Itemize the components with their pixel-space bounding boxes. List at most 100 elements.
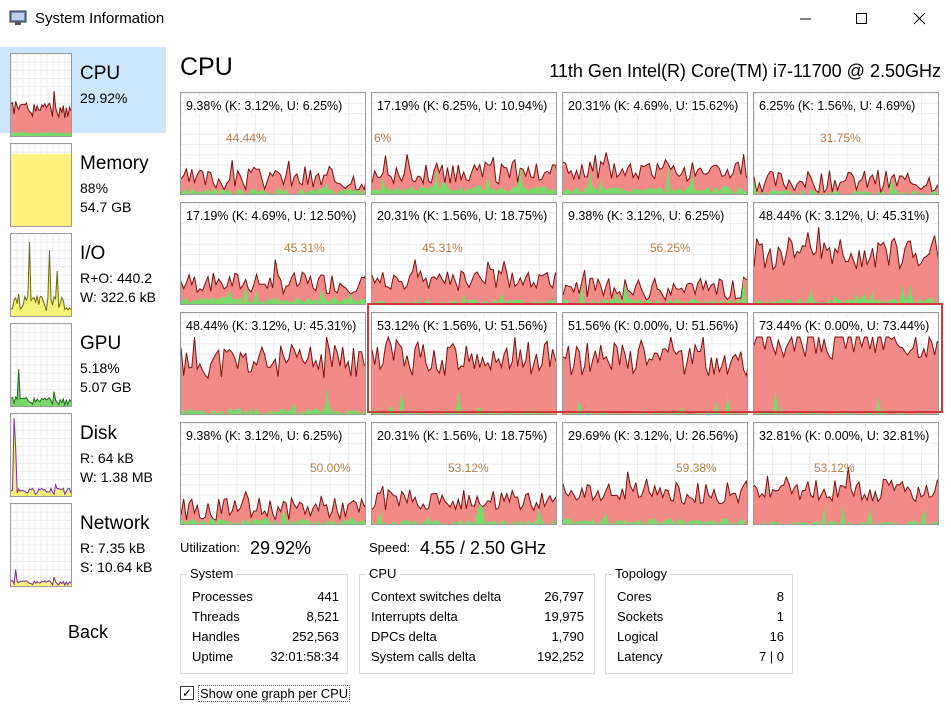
speed-label: Speed: — [369, 540, 411, 555]
core-usage-label: 6.25% (K: 1.56%, U: 4.69%) — [757, 98, 918, 114]
kernel-area — [181, 508, 365, 524]
stat-key: Logical — [617, 629, 659, 644]
cpu-core-graph: 20.31% (K: 4.69%, U: 15.62%) — [562, 92, 748, 195]
user-area — [754, 337, 938, 414]
total-line — [372, 485, 556, 512]
back-button[interactable]: Back — [68, 622, 109, 642]
cpu-core-graph: 17.19% (K: 4.69%, U: 12.50%) 45.31% — [180, 202, 366, 305]
user-area — [754, 467, 938, 524]
sidebar-item-value-2: 54.7 GB — [80, 199, 132, 215]
utilization-label: Utilization: — [180, 540, 240, 555]
core-peak-label: 44.44% — [226, 131, 267, 145]
cpu-core-graph: 73.44% (K: 0.00%, U: 73.44%) — [753, 312, 939, 415]
sidebar-item-label: I/O — [80, 243, 106, 264]
close-icon — [914, 13, 926, 25]
minimize-icon — [800, 18, 811, 20]
stat-key: System calls delta — [371, 649, 476, 664]
stat-key: Uptime — [192, 649, 234, 664]
group-title: CPU — [366, 566, 400, 581]
sidebar-item-memory[interactable]: Memory 88% 54.7 GB — [0, 137, 166, 227]
core-usage-label: 9.38% (K: 3.12%, U: 6.25%) — [566, 208, 727, 224]
minimize-button[interactable] — [778, 0, 834, 38]
core-peak-label: 56.25% — [650, 241, 691, 255]
io-thumbnail — [10, 233, 72, 317]
sidebar-item-value: R: 7.35 kB — [80, 540, 146, 556]
cpu-core-graph: 17.19% (K: 6.25%, U: 10.94%) 6% — [371, 92, 557, 195]
core-usage-label: 51.56% (K: 0.00%, U: 51.56%) — [566, 318, 741, 334]
window-title: System Information — [35, 10, 165, 27]
close-button[interactable] — [892, 0, 948, 38]
stat-value: 192,252 — [537, 649, 584, 664]
stat-value: 26,797 — [544, 589, 584, 604]
total-line — [181, 259, 365, 296]
core-peak-label: 31.75% — [820, 131, 861, 145]
kernel-area — [372, 504, 556, 524]
total-line — [372, 154, 556, 186]
sidebar-item-value: R+O: 440.2 — [80, 270, 152, 286]
group-title: System — [187, 566, 237, 581]
total-line — [754, 169, 938, 194]
core-usage-label: 17.19% (K: 6.25%, U: 10.94%) — [375, 98, 550, 114]
core-usage-label: 32.81% (K: 0.00%, U: 32.81%) — [757, 428, 932, 444]
stat-key: Threads — [192, 609, 240, 624]
stat-value: 32:01:58:34 — [270, 649, 339, 664]
total-line — [372, 335, 556, 376]
core-usage-label: 20.31% (K: 4.69%, U: 15.62%) — [566, 98, 741, 114]
stat-value: 441 — [317, 589, 339, 604]
core-peak-label: 45.31% — [422, 241, 463, 255]
user-area — [563, 337, 747, 414]
core-peak-label: 45.31% — [284, 241, 325, 255]
total-line — [754, 226, 938, 271]
user-area — [181, 337, 365, 414]
total-line — [563, 471, 747, 505]
sidebar-item-value-2: W: 322.6 kB — [80, 289, 157, 305]
sidebar-item-cpu[interactable]: CPU 29.92% — [0, 47, 166, 137]
cpu-core-graph: 29.69% (K: 3.12%, U: 26.56%) 59.38% — [562, 422, 748, 525]
core-peak-label: 53.12% — [448, 461, 489, 475]
sidebar-item-value-2: S: 10.64 kB — [80, 559, 153, 575]
core-graph-svg — [754, 93, 938, 194]
cpu-thumbnail — [10, 53, 72, 137]
stat-key: DPCs delta — [371, 629, 437, 644]
core-usage-label: 48.44% (K: 3.12%, U: 45.31%) — [757, 208, 932, 224]
core-usage-label: 73.44% (K: 0.00%, U: 73.44%) — [757, 318, 932, 334]
stat-key: Sockets — [617, 609, 664, 624]
title-bar: System Information — [0, 0, 951, 38]
total-line — [563, 336, 747, 377]
highlight-box — [367, 303, 943, 413]
one-graph-label[interactable]: Show one graph per CPU — [198, 685, 351, 702]
maximize-button[interactable] — [834, 0, 890, 38]
total-line — [754, 467, 938, 503]
sidebar-item-label: GPU — [80, 333, 122, 354]
cpu-core-graph: 9.38% (K: 3.12%, U: 6.25%) 44.44% — [180, 92, 366, 195]
sidebar-item-io[interactable]: I/O R+O: 440.2 W: 322.6 kB — [0, 227, 166, 317]
total-line — [563, 269, 747, 302]
cpu-graph-grid: 9.38% (K: 3.12%, U: 6.25%) 44.44% 17.19% (… — [180, 92, 940, 525]
core-usage-label: 29.69% (K: 3.12%, U: 26.56%) — [566, 428, 741, 444]
cpu-core-graph: 48.44% (K: 3.12%, U: 45.31%) — [180, 312, 366, 415]
stat-key: Handles — [192, 629, 240, 644]
cpu-core-graph: 20.31% (K: 1.56%, U: 18.75%) 53.12% — [371, 422, 557, 525]
user-area — [372, 486, 556, 524]
kernel-area — [181, 389, 365, 414]
stat-key: Processes — [192, 589, 253, 604]
cpu-core-graph: 32.81% (K: 0.00%, U: 32.81%) 53.12% — [753, 422, 939, 525]
total-line — [181, 160, 365, 192]
user-area — [754, 227, 938, 304]
kernel-area — [754, 285, 938, 304]
kernel-area — [181, 284, 365, 304]
sidebar-item-value: 88% — [80, 180, 109, 196]
sidebar-item-value: R: 64 kB — [80, 450, 134, 466]
user-area — [372, 337, 556, 414]
core-usage-label: 20.31% (K: 1.56%, U: 18.75%) — [375, 428, 550, 444]
core-peak-label: 6% — [374, 131, 392, 145]
one-graph-checkbox[interactable]: ✓ — [180, 686, 194, 700]
sidebar-item-disk[interactable]: Disk R: 64 kB W: 1.38 MB — [0, 407, 166, 497]
kernel-area — [563, 513, 747, 524]
sidebar-item-network[interactable]: Network R: 7.35 kB S: 10.64 kB — [0, 497, 166, 587]
sidebar-item-gpu[interactable]: GPU 5.18% 5.07 GB — [0, 317, 166, 407]
stat-value: 19,975 — [544, 609, 584, 624]
speed-value: 4.55 / 2.50 GHz — [420, 538, 547, 558]
disk-thumbnail — [10, 413, 72, 497]
cpu-core-graph: 9.38% (K: 3.12%, U: 6.25%) 56.25% — [562, 202, 748, 305]
